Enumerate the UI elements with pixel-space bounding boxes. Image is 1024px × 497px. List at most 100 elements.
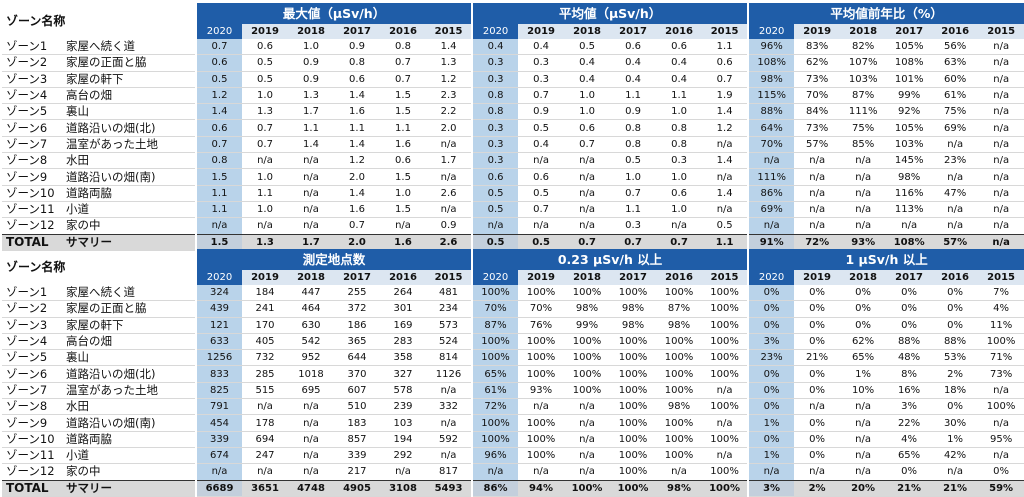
table-row: ゾーン8 水田 791 n/a n/a 510 239 332 72% n/a n/a 100% 98%… — [2, 398, 1024, 415]
value-cell: n/a — [579, 155, 595, 167]
value-cell: 23% — [944, 155, 967, 167]
value-cell: n/a — [440, 384, 457, 396]
place-label: 家の中 — [66, 218, 101, 233]
value-cell: 107% — [848, 57, 878, 69]
value-cell: 630 — [301, 319, 321, 331]
value-cell: n/a — [195, 217, 242, 235]
value-cell: n/a — [303, 450, 319, 462]
value-cell: 60% — [944, 73, 967, 85]
value-cell: n/a — [809, 171, 826, 183]
year-header: 2019 — [518, 24, 565, 39]
value-cell: 339 — [195, 431, 242, 448]
value-cell: 0.4 — [533, 41, 550, 53]
value-cell: n/a — [303, 401, 319, 413]
value-cell: 1.7 — [440, 155, 457, 167]
value-cell: 1.0 — [579, 106, 596, 118]
value-cell: n/a — [533, 466, 549, 478]
value-cell: 2.0 — [334, 233, 380, 251]
value-cell: n/a — [440, 450, 457, 462]
value-cell: 0.5 — [257, 73, 273, 85]
value-cell: 100% — [526, 433, 556, 445]
year-header: 2015 — [978, 270, 1024, 285]
value-cell: 285 — [255, 368, 275, 380]
year-header: 2019 — [242, 270, 288, 285]
value-cell: n/a — [993, 384, 1010, 396]
value-cell: 184 — [255, 287, 275, 299]
value-cell: n/a — [257, 466, 273, 478]
value-cell: 10% — [851, 384, 875, 396]
value-cell: 542 — [301, 336, 321, 348]
value-cell: n/a — [716, 417, 733, 429]
value-cell: 0.3 — [471, 119, 519, 137]
value-cell: 65% — [471, 365, 519, 383]
group-header: 平均値（μSv/h） — [471, 3, 749, 24]
value-cell: 100% — [618, 352, 648, 364]
value-cell: 0.7 — [257, 122, 273, 134]
place-label: 裏山 — [66, 104, 89, 119]
value-cell: 1.5 — [395, 171, 411, 183]
value-cell: 73% — [806, 73, 829, 85]
value-cell: 5493 — [426, 479, 473, 497]
value-cell: 4% — [993, 303, 1010, 315]
value-cell: 0.8 — [471, 87, 519, 104]
year-header: 2018 — [840, 270, 887, 285]
table-row: ゾーン3 家屋の軒下 0.5 0.5 0.9 0.6 0.7 1.2 0.3 0.3 0.4 0.4 0… — [2, 71, 1024, 88]
value-cell: 86% — [747, 185, 795, 202]
value-cell: 69% — [747, 201, 795, 218]
value-cell: 833 — [195, 365, 242, 383]
value-cell: 0.8 — [625, 138, 642, 150]
value-cell: 1.3 — [257, 106, 273, 118]
value-cell: 1126 — [435, 368, 462, 380]
value-cell: n/a — [809, 204, 826, 216]
value-cell: 0% — [855, 319, 871, 331]
value-cell: 100% — [710, 466, 739, 478]
value-cell: 510 — [347, 401, 367, 413]
value-cell: 1.9 — [716, 90, 733, 102]
value-cell: 1.5 — [195, 233, 242, 251]
year-header: 2015 — [978, 24, 1024, 39]
year-header: 2016 — [380, 24, 426, 39]
value-cell: 99% — [898, 90, 921, 102]
value-cell: n/a — [993, 57, 1010, 69]
value-cell: n/a — [947, 138, 964, 150]
value-cell: 365 — [347, 336, 367, 348]
value-cell: 98% — [667, 319, 691, 331]
value-cell: 100% — [664, 417, 694, 429]
place-label: 家屋へ続く道 — [66, 285, 135, 300]
value-cell: 1.5 — [395, 90, 411, 102]
value-cell: 0% — [809, 319, 825, 331]
zone-label: ゾーン11 — [6, 448, 55, 463]
value-cell: 0% — [809, 433, 825, 445]
value-cell: 98% — [667, 401, 691, 413]
max-average-table: ゾーン名称 最大値（μSv/h） 平均値（μSv/h） 平均値前年比（%） 2020 20… — [2, 3, 1024, 251]
value-cell: 65% — [851, 352, 875, 364]
value-cell: n/a — [303, 466, 319, 478]
value-cell: n/a — [993, 106, 1010, 118]
value-cell: n/a — [947, 466, 963, 478]
value-cell: 186 — [347, 319, 367, 331]
year-header: 2018 — [288, 270, 334, 285]
value-cell: n/a — [671, 220, 687, 232]
year-header: 2019 — [794, 270, 841, 285]
value-cell: 98% — [575, 303, 599, 315]
value-cell: 1.0 — [395, 187, 411, 199]
value-cell: 283 — [393, 336, 413, 348]
value-cell: 100% — [564, 479, 611, 497]
value-cell: 825 — [195, 382, 242, 399]
value-cell: 71% — [989, 352, 1013, 364]
value-cell: 100% — [526, 417, 556, 429]
value-cell: n/a — [257, 155, 273, 167]
value-cell: 0.7 — [395, 57, 411, 69]
year-header: 2019 — [794, 24, 841, 39]
value-cell: 0.5 — [471, 233, 519, 251]
value-cell: 1.1 — [195, 185, 242, 202]
year-header: 2015 — [426, 270, 473, 285]
value-cell: 100% — [618, 401, 648, 413]
value-cell: 0.4 — [625, 73, 642, 85]
value-cell: 0.9 — [533, 106, 550, 118]
value-cell: 1.2 — [440, 73, 457, 85]
value-cell: 0.5 — [533, 122, 550, 134]
zone-label: ゾーン8 — [6, 153, 48, 168]
value-cell: 0.4 — [471, 39, 519, 55]
place-label: 道路沿いの畑(南) — [66, 415, 156, 430]
